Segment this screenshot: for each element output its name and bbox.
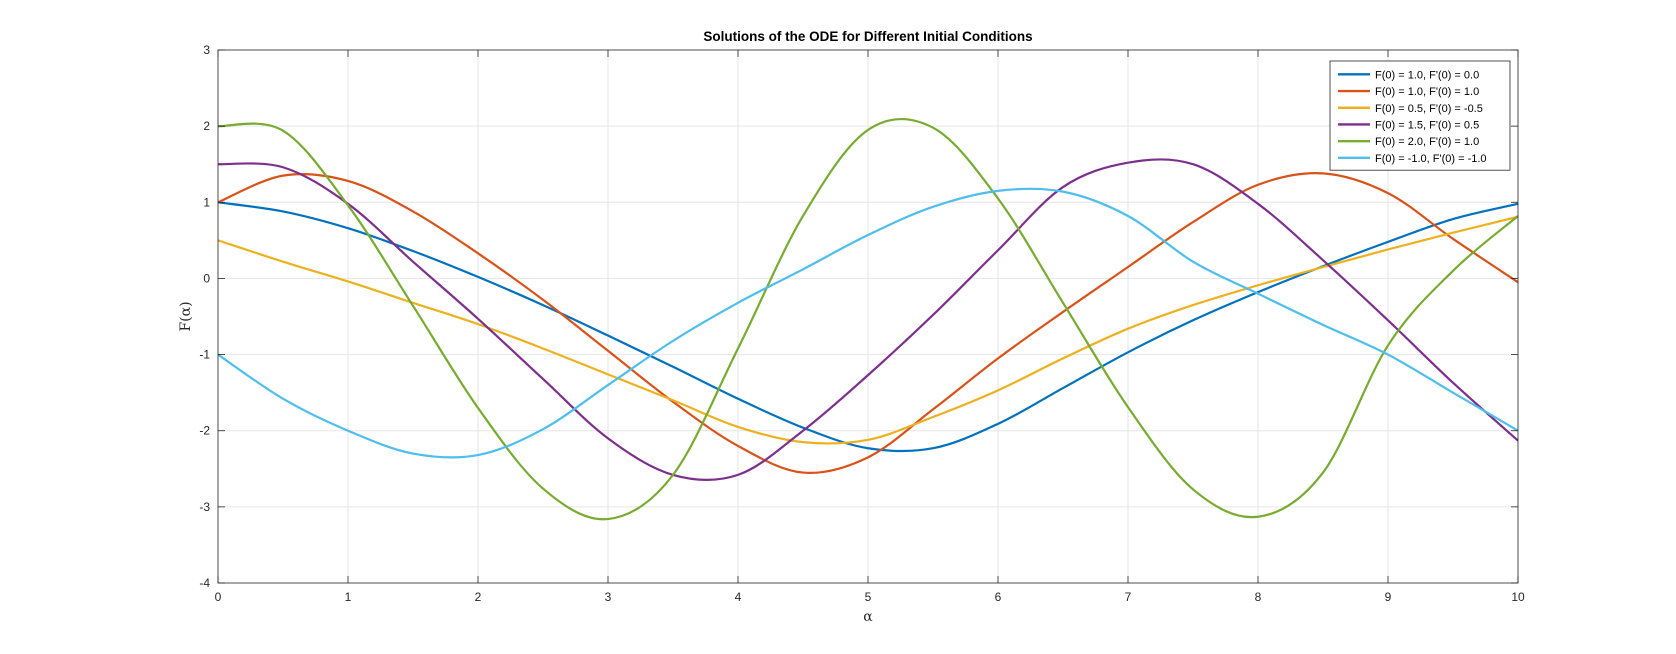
series-line-6 <box>217 187 1519 459</box>
y-tick-label: -4 <box>199 576 210 590</box>
y-tick-label: -2 <box>199 424 210 438</box>
y-tick-label: 0 <box>203 271 210 285</box>
series-line-3 <box>217 215 1519 445</box>
series-line-1 <box>217 201 1519 453</box>
x-tick-label: 8 <box>1255 590 1262 604</box>
x-tick-label: 6 <box>995 590 1002 604</box>
plot-lines <box>217 117 1519 521</box>
y-tick-label: 3 <box>203 43 210 57</box>
y-tick-label: 1 <box>203 195 210 209</box>
y-tick-label: -1 <box>199 348 210 362</box>
legend-label-2: F(0) = 1.0, F'(0) = 1.0 <box>1375 86 1479 98</box>
series-line-2 <box>217 172 1519 475</box>
chart-title: Solutions of the ODE for Different Initi… <box>703 29 1032 44</box>
x-tick-label: 9 <box>1385 590 1392 604</box>
x-axis-label: α <box>863 609 873 625</box>
legend-label-3: F(0) = 0.5, F'(0) = -0.5 <box>1375 103 1483 115</box>
x-tick-label: 4 <box>735 590 742 604</box>
y-axis-label: F(α) <box>178 301 194 331</box>
legend-box <box>1329 60 1511 171</box>
axis-ticks: 0 1 2 3 4 5 6 7 8 9 10 -4 -3 -2 -1 0 1 2 3 <box>199 43 1525 604</box>
series-line-4 <box>217 158 1519 482</box>
x-tick-label: 7 <box>1125 590 1132 604</box>
y-tick-label: -3 <box>199 500 210 514</box>
legend-label-1: F(0) = 1.0, F'(0) = 0.0 <box>1375 69 1479 81</box>
x-tick-label: 10 <box>1511 590 1525 604</box>
legend-label-5: F(0) = 2.0, F'(0) = 1.0 <box>1375 136 1479 148</box>
legend-label-4: F(0) = 1.5, F'(0) = 0.5 <box>1375 119 1479 131</box>
legend: F(0) = 1.0, F'(0) = 0.0 F(0) = 1.0, F'(0)… <box>1329 60 1511 171</box>
x-tick-label: 5 <box>865 590 872 604</box>
x-tick-label: 3 <box>605 590 612 604</box>
y-tick-label: 2 <box>203 119 210 133</box>
series-line-5 <box>217 117 1519 521</box>
legend-label-6: F(0) = -1.0, F'(0) = -1.0 <box>1375 153 1487 165</box>
x-tick-label: 2 <box>475 590 482 604</box>
x-tick-label: 1 <box>345 590 352 604</box>
x-tick-label: 0 <box>215 590 222 604</box>
